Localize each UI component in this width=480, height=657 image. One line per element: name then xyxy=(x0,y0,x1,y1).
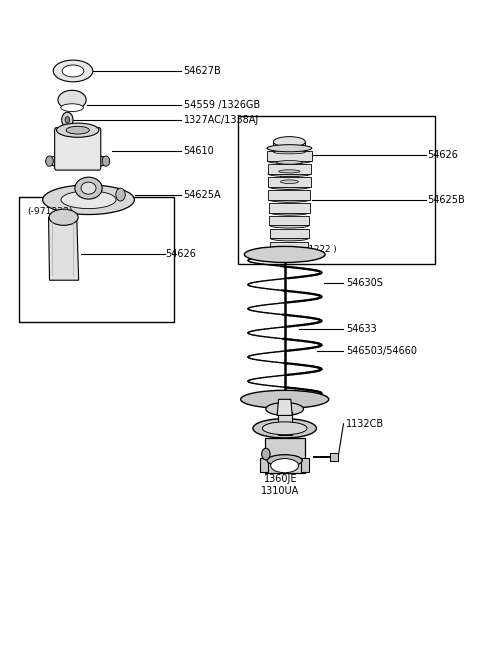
Ellipse shape xyxy=(280,180,299,183)
Bar xyxy=(269,203,310,213)
Bar xyxy=(274,142,305,152)
Text: 54626: 54626 xyxy=(427,150,457,160)
Polygon shape xyxy=(277,399,292,415)
Text: 54559 /1326GB: 54559 /1326GB xyxy=(183,100,260,110)
Ellipse shape xyxy=(274,150,305,154)
Bar xyxy=(269,216,309,225)
Ellipse shape xyxy=(244,246,325,263)
Ellipse shape xyxy=(269,197,310,202)
Ellipse shape xyxy=(276,160,302,164)
Ellipse shape xyxy=(279,170,300,173)
Ellipse shape xyxy=(75,177,102,199)
Text: 1310UA: 1310UA xyxy=(261,486,300,496)
Bar xyxy=(268,177,311,187)
Ellipse shape xyxy=(267,145,312,152)
Ellipse shape xyxy=(271,459,299,473)
Ellipse shape xyxy=(253,419,316,438)
Bar xyxy=(268,190,310,200)
Bar xyxy=(330,453,338,461)
Bar xyxy=(270,229,309,238)
Polygon shape xyxy=(277,461,292,473)
Ellipse shape xyxy=(266,249,313,254)
Text: 54625A: 54625A xyxy=(183,190,221,200)
Circle shape xyxy=(262,448,270,460)
Ellipse shape xyxy=(270,236,308,241)
Text: 54633: 54633 xyxy=(346,323,377,334)
Bar xyxy=(279,162,300,171)
Ellipse shape xyxy=(266,403,303,415)
Ellipse shape xyxy=(268,184,310,189)
FancyBboxPatch shape xyxy=(55,127,101,170)
Ellipse shape xyxy=(61,191,116,209)
Ellipse shape xyxy=(62,65,84,77)
Text: 54625B: 54625B xyxy=(427,194,465,205)
Ellipse shape xyxy=(81,182,96,194)
Ellipse shape xyxy=(43,185,134,215)
Bar xyxy=(19,196,174,322)
Polygon shape xyxy=(48,217,79,281)
Ellipse shape xyxy=(49,209,78,225)
Ellipse shape xyxy=(267,455,302,466)
Ellipse shape xyxy=(66,126,89,134)
Ellipse shape xyxy=(61,104,84,112)
Polygon shape xyxy=(277,412,292,435)
Text: 1360JE: 1360JE xyxy=(264,474,297,484)
Ellipse shape xyxy=(270,223,309,228)
Circle shape xyxy=(65,117,70,123)
Ellipse shape xyxy=(269,210,309,215)
Text: 54630S: 54630S xyxy=(346,279,383,288)
Bar xyxy=(280,171,299,182)
Bar xyxy=(260,458,268,472)
Ellipse shape xyxy=(267,158,311,164)
Bar xyxy=(301,458,310,472)
Text: 546503/54660: 546503/54660 xyxy=(346,346,417,356)
Circle shape xyxy=(102,156,110,166)
Ellipse shape xyxy=(53,60,93,82)
Ellipse shape xyxy=(268,171,311,177)
Bar xyxy=(264,438,305,473)
Ellipse shape xyxy=(267,146,312,151)
Ellipse shape xyxy=(58,90,86,110)
Bar xyxy=(267,152,312,161)
Text: (-971222): (-971222) xyxy=(27,207,73,215)
Circle shape xyxy=(62,112,73,127)
Ellipse shape xyxy=(263,422,307,435)
Text: 1132CB: 1132CB xyxy=(346,419,384,429)
Ellipse shape xyxy=(46,154,109,168)
Bar xyxy=(276,152,302,162)
Ellipse shape xyxy=(274,137,305,147)
Ellipse shape xyxy=(240,390,329,409)
Text: 54627B: 54627B xyxy=(183,66,221,76)
Bar xyxy=(270,242,308,251)
Circle shape xyxy=(116,188,125,201)
Bar xyxy=(267,164,311,174)
Circle shape xyxy=(46,156,53,166)
Bar xyxy=(238,116,435,264)
Ellipse shape xyxy=(57,123,99,137)
Text: 1327AC/1338AJ: 1327AC/1338AJ xyxy=(183,115,259,125)
Text: (971222 ): (971222 ) xyxy=(294,245,337,254)
Text: 54626: 54626 xyxy=(166,249,196,260)
Text: 54610: 54610 xyxy=(183,147,214,156)
